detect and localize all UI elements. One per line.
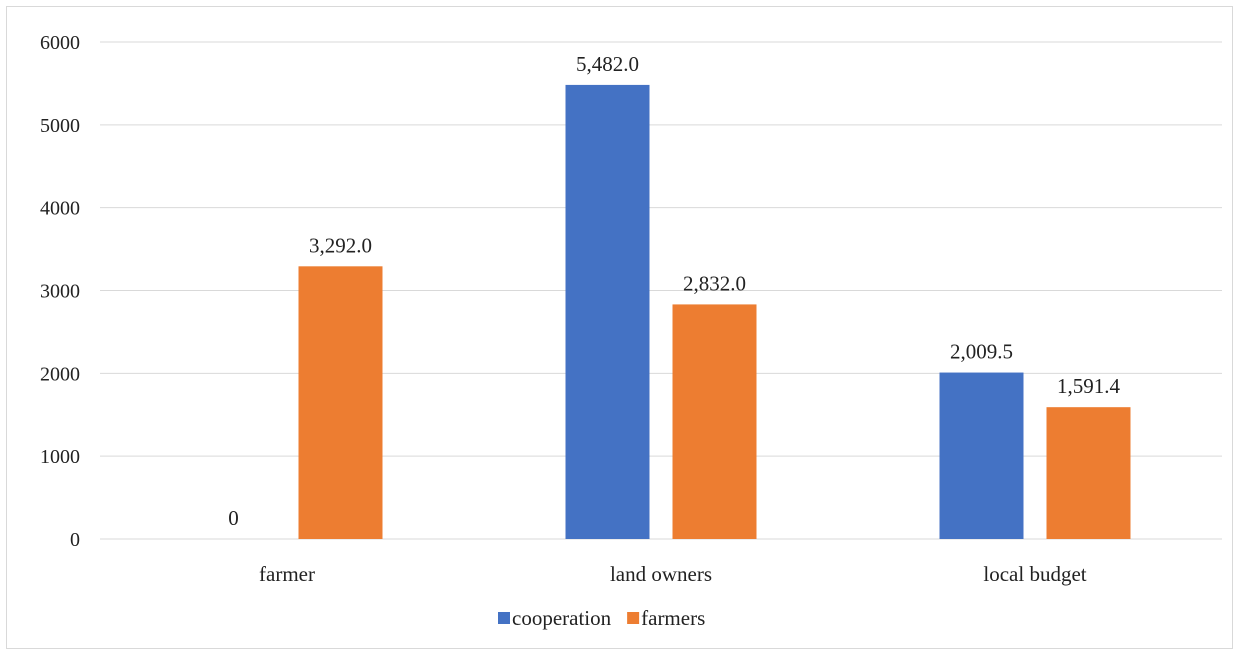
x-tick-label-land-owners: land owners [610,562,712,586]
bars [298,84,1131,540]
legend-swatch-cooperation [498,612,510,624]
bar-farmers-local-budget [1046,407,1131,539]
y-tick-label-0: 0 [70,529,80,551]
bar-farmers-land-owners [672,304,757,539]
data-label-farmers-local-budget: 1,591.4 [1057,374,1121,398]
data-label-cooperation-farmer: 0 [228,506,239,530]
bar-cooperation-land-owners [565,84,650,540]
y-tick-label-1000: 1000 [40,446,80,468]
x-tick-label-farmer: farmer [259,562,315,586]
data-label-farmers-farmer: 3,292.0 [309,233,372,257]
y-axis-ticks: 0 1000 2000 3000 4000 5000 6000 [40,32,80,551]
y-tick-label-3000: 3000 [40,281,80,303]
x-axis-labels: farmer land owners local budget [259,562,1087,586]
data-label-cooperation-local-budget: 2,009.5 [950,340,1013,364]
legend-label-farmers: farmers [641,606,705,630]
y-tick-label-6000: 6000 [40,32,80,54]
x-tick-label-local-budget: local budget [983,562,1086,586]
gridlines [100,41,1222,540]
legend-swatch-farmers [627,612,640,624]
bar-cooperation-local-budget [939,372,1024,539]
data-label-farmers-land-owners: 2,832.0 [683,271,746,295]
y-tick-label-2000: 2000 [40,363,80,385]
data-labels: 0 3,292.0 5,482.0 2,832.0 2,009.5 1,591.4 [228,52,1120,530]
y-tick-label-4000: 4000 [40,198,80,220]
y-tick-label-5000: 5000 [40,115,80,137]
bar-farmers-farmer [298,266,383,539]
legend-label-cooperation: cooperation [512,606,612,630]
data-label-cooperation-land-owners: 5,482.0 [576,52,639,76]
legend: cooperation farmers [498,606,705,630]
